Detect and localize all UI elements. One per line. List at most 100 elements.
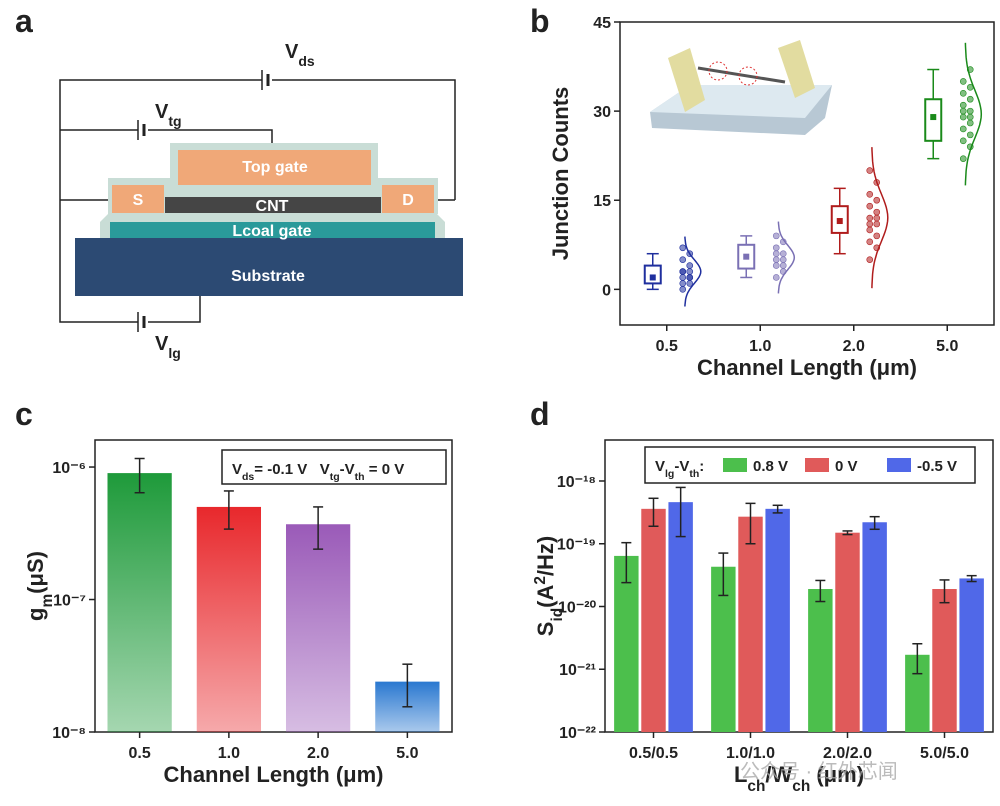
data-point xyxy=(679,280,687,287)
y-tick-label: 10⁻⁸ xyxy=(52,725,86,742)
x-tick-label: 2.0/2.0 xyxy=(823,745,872,762)
local-gate xyxy=(110,222,435,238)
data-point xyxy=(959,89,967,97)
data-point xyxy=(866,190,874,198)
y-tick-label: 10⁻⁷ xyxy=(53,593,86,610)
x-tick-label: 0.5 xyxy=(129,745,151,762)
annotation-box xyxy=(221,449,447,485)
text-part: id xyxy=(549,608,566,622)
text-part: tg xyxy=(330,471,340,483)
text-part: L xyxy=(734,762,747,787)
text-part: ds xyxy=(242,471,254,483)
text-part: m xyxy=(39,594,56,608)
data-point xyxy=(866,226,874,234)
y-tick-label: 30 xyxy=(593,104,611,121)
distribution-curve xyxy=(964,42,983,186)
text-part: = -0.1 V V xyxy=(254,461,329,478)
text-part: lg xyxy=(168,345,180,361)
y-tick-label: 10⁻¹⁸ xyxy=(557,474,596,491)
plot-frame xyxy=(619,21,995,326)
y-tick-label: 45 xyxy=(593,15,611,32)
data-point xyxy=(686,274,694,281)
data-point xyxy=(866,202,874,210)
x-tick-label: 5.0 xyxy=(936,338,958,355)
y-axis-label: gm(μS) xyxy=(23,551,56,621)
bar xyxy=(614,555,639,732)
inset-junction xyxy=(738,66,758,86)
distribution-curve xyxy=(684,236,702,307)
text-part: th xyxy=(689,468,699,480)
x-tick-label: 1.0 xyxy=(749,338,771,355)
data-point xyxy=(959,113,967,121)
data-point xyxy=(873,232,881,240)
panel-label: c xyxy=(15,396,33,432)
text-part: (μS) xyxy=(23,551,48,594)
layer-label: Top gate xyxy=(242,159,308,176)
legend-swatch xyxy=(887,458,911,472)
text-part: g xyxy=(23,608,48,621)
text-part: tg xyxy=(168,113,181,129)
data-point xyxy=(679,244,687,252)
data-point xyxy=(866,238,874,246)
panel-label: b xyxy=(530,3,550,39)
bar xyxy=(196,506,262,732)
annotation: Vds= -0.1 V Vtg-Vth = 0 V xyxy=(232,461,404,483)
y-tick-label: 10⁻¹⁹ xyxy=(557,537,596,554)
data-point xyxy=(959,78,967,85)
data-point xyxy=(959,125,967,133)
wire xyxy=(272,79,456,200)
data-point xyxy=(959,107,967,115)
watermark: 公众号 · 红外芯闻 xyxy=(740,760,898,783)
data-point xyxy=(966,107,974,115)
text-part: = 0 V xyxy=(365,461,405,478)
data-point xyxy=(779,250,787,258)
x-tick-label: 1.0 xyxy=(218,745,240,762)
data-point xyxy=(866,220,874,228)
bar xyxy=(668,502,693,732)
legend-swatch xyxy=(723,458,747,472)
legend-swatch xyxy=(805,458,829,472)
data-point xyxy=(686,262,694,269)
wire xyxy=(59,79,262,200)
substrate xyxy=(75,238,463,296)
y-tick-label: 10⁻⁶ xyxy=(52,460,86,477)
source xyxy=(112,185,164,213)
distribution-curve xyxy=(871,147,889,289)
data-point xyxy=(679,286,687,293)
data-point xyxy=(772,232,780,240)
mean-marker xyxy=(649,274,656,281)
text-part: /W xyxy=(765,762,792,787)
wire xyxy=(59,200,138,323)
data-point xyxy=(866,214,874,222)
inset-junction xyxy=(708,61,728,81)
layer-label: D xyxy=(402,192,414,209)
legend-title: Vlg-Vth: xyxy=(655,458,704,480)
text-part: (A xyxy=(533,585,558,608)
x-axis-label: Channel Length (μm) xyxy=(697,355,917,380)
y-tick-label: 10⁻²¹ xyxy=(559,662,596,679)
plot-frame xyxy=(604,439,994,733)
text-part: lg xyxy=(665,468,674,480)
data-point xyxy=(772,262,780,269)
bar xyxy=(932,589,957,732)
legend-label: -0.5 V xyxy=(917,458,957,475)
data-point xyxy=(873,208,881,216)
x-tick-label: 1.0/1.0 xyxy=(726,745,775,762)
text-part: V xyxy=(155,101,169,123)
data-point xyxy=(779,256,787,263)
data-point xyxy=(772,250,780,258)
distribution-curve xyxy=(777,221,796,294)
layer-label: Substrate xyxy=(231,268,305,285)
bar xyxy=(107,473,172,732)
text-part: ds xyxy=(298,53,315,69)
x-axis-label: Channel Length (μm) xyxy=(164,762,384,787)
bar xyxy=(862,522,887,732)
bar xyxy=(641,508,666,732)
bar xyxy=(765,508,790,732)
top-gate xyxy=(178,150,371,185)
data-point xyxy=(686,268,694,275)
cnt xyxy=(165,197,381,213)
layer-label: CNT xyxy=(256,198,289,215)
text-part: V xyxy=(232,461,242,478)
